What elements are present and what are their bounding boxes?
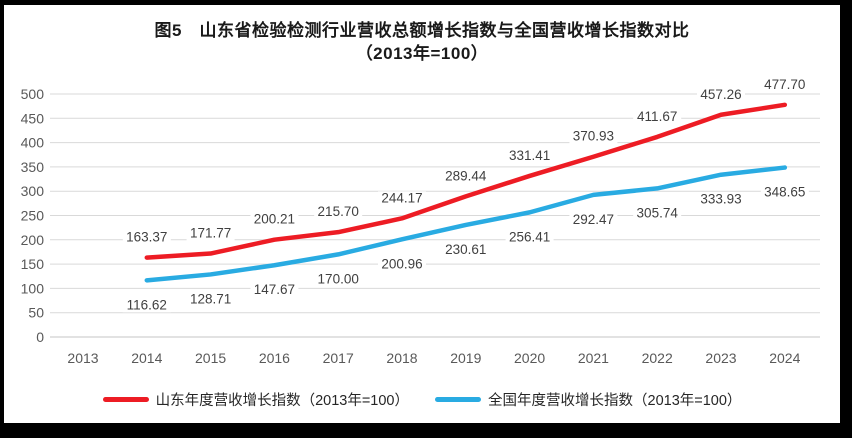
y-axis-tick: 450 xyxy=(21,110,45,126)
x-axis-tick: 2023 xyxy=(705,350,736,366)
y-axis-tick: 50 xyxy=(28,305,44,321)
data-label: 163.37 xyxy=(126,230,167,245)
x-axis-tick: 2019 xyxy=(450,350,481,366)
data-label: 289.44 xyxy=(445,168,487,183)
x-axis-tick: 2014 xyxy=(131,350,162,366)
data-label: 147.67 xyxy=(254,282,295,297)
data-label: 292.47 xyxy=(573,212,614,227)
y-axis-tick: 350 xyxy=(21,159,45,175)
data-label: 411.67 xyxy=(637,109,677,124)
x-axis-tick: 2022 xyxy=(642,350,673,366)
shandong-line-swatch xyxy=(102,397,149,402)
data-label: 230.61 xyxy=(445,242,486,257)
legend-item-national: 全国年度营收增长指数（2013年=100） xyxy=(435,389,741,410)
y-axis-tick: 200 xyxy=(21,232,45,248)
shandong-series-line xyxy=(144,102,788,260)
data-label: 200.96 xyxy=(381,256,422,271)
data-label: 331.41 xyxy=(509,148,550,163)
data-label: 116.62 xyxy=(127,297,167,312)
x-axis-tick: 2016 xyxy=(259,350,290,366)
legend-label-national: 全国年度营收增长指数（2013年=100） xyxy=(488,393,742,409)
data-label: 256.41 xyxy=(509,229,550,244)
x-axis-tick: 2021 xyxy=(578,350,609,366)
chart-title: 图5 山东省检验检测行业营收总额增长指数与全国营收增长指数对比 （2013年=1… xyxy=(4,19,840,65)
y-axis-tick: 300 xyxy=(21,183,45,199)
data-label: 200.21 xyxy=(254,212,295,227)
chart-title-line1: 图5 山东省检验检测行业营收总额增长指数与全国营收增长指数对比 xyxy=(154,21,690,40)
x-axis-tick: 2024 xyxy=(769,350,800,366)
data-label: 370.93 xyxy=(573,129,614,144)
chart-legend: 山东年度营收增长指数（2013年=100） 全国年度营收增长指数（2013年=1… xyxy=(4,389,840,410)
data-label: 333.93 xyxy=(700,192,741,207)
data-label: 457.26 xyxy=(700,87,741,102)
legend-label-shandong: 山东年度营收增长指数（2013年=100） xyxy=(155,393,409,409)
x-axis-tick: 2017 xyxy=(323,350,354,366)
data-label: 171.77 xyxy=(190,226,231,241)
x-axis-tick: 2013 xyxy=(67,350,98,366)
data-label: 170.00 xyxy=(318,271,359,286)
chart-canvas: 0 50 100 150 200 250 300 350 400 450 500 2013 2014 20… xyxy=(21,77,820,366)
y-axis-tick: 250 xyxy=(21,208,45,224)
x-axis-tick: 2020 xyxy=(514,350,545,366)
data-label: 348.65 xyxy=(764,185,805,200)
data-label: 244.17 xyxy=(381,190,422,205)
data-label: 128.71 xyxy=(190,291,231,306)
y-axis-tick: 100 xyxy=(21,280,45,296)
data-label: 215.70 xyxy=(318,204,359,219)
x-axis-tick: 2018 xyxy=(386,350,417,366)
chart-title-line2: （2013年=100） xyxy=(355,44,489,63)
y-axis-tick: 500 xyxy=(21,86,45,102)
data-label: 477.70 xyxy=(764,77,805,92)
y-axis-tick: 150 xyxy=(21,256,45,272)
national-series-line xyxy=(144,165,788,283)
y-axis-tick: 0 xyxy=(36,329,44,345)
legend-item-shandong: 山东年度营收增长指数（2013年=100） xyxy=(102,389,409,410)
y-axis-tick: 400 xyxy=(21,135,45,151)
x-axis-tick: 2015 xyxy=(195,350,226,366)
national-line-swatch xyxy=(435,397,481,402)
data-label: 305.74 xyxy=(637,205,679,220)
